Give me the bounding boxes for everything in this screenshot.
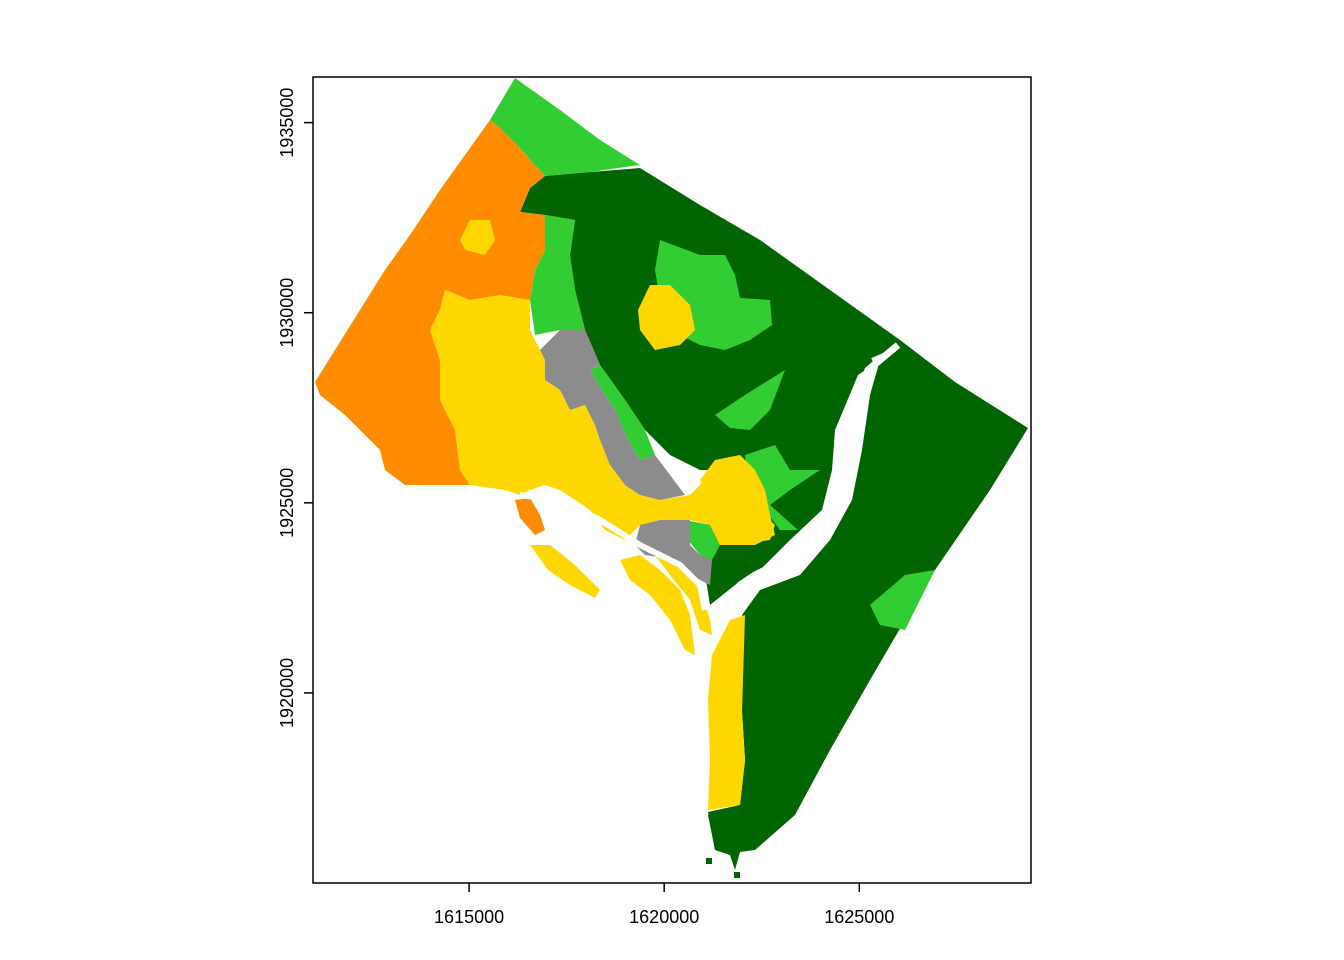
class-dark-green-pixel-2 [734, 872, 740, 878]
class-gray-region [540, 330, 685, 500]
y-tick-label: 1920000 [277, 658, 297, 728]
anacostia-river [718, 342, 901, 617]
raster-layer [315, 78, 1028, 878]
x-axis: 1615000 1620000 1625000 [434, 883, 894, 927]
class-light-green-west-strip [530, 215, 585, 335]
class-yellow-island-3 [655, 555, 712, 635]
y-tick-label: 1935000 [277, 88, 297, 158]
x-tick-label: 1620000 [629, 907, 699, 927]
class-light-green-se [870, 570, 935, 630]
class-yellow-central [430, 290, 775, 545]
class-orange-river [515, 498, 545, 535]
class-yellow-small-blob [460, 220, 495, 255]
x-tick-label: 1625000 [824, 907, 894, 927]
anacostia-river-branch [837, 398, 864, 481]
anacostia-mouth [871, 348, 896, 362]
y-tick-label: 1930000 [277, 278, 297, 348]
class-yellow-island-2 [620, 555, 695, 655]
class-yellow-ring [700, 455, 775, 545]
class-yellow-south-strip [708, 615, 745, 810]
class-light-green-patch-2 [685, 520, 720, 560]
class-light-green-wedge [715, 370, 785, 430]
class-light-green-north [490, 78, 640, 176]
class-dark-green-pixel [706, 858, 712, 864]
plot-frame [312, 76, 1032, 884]
class-orange-west [315, 120, 545, 485]
class-light-green-patch-1 [745, 445, 820, 530]
y-axis: 1935000 1930000 1925000 1920000 [277, 88, 313, 728]
class-light-green-strip [590, 365, 655, 460]
class-gray-south [635, 520, 712, 585]
x-tick-label: 1615000 [434, 907, 504, 927]
class-yellow-north-blob [638, 285, 695, 350]
class-dark-green-tip [708, 805, 755, 870]
class-yellow-island-1 [530, 545, 600, 598]
y-tick-label: 1925000 [277, 468, 297, 538]
potomac-channel [519, 492, 708, 611]
